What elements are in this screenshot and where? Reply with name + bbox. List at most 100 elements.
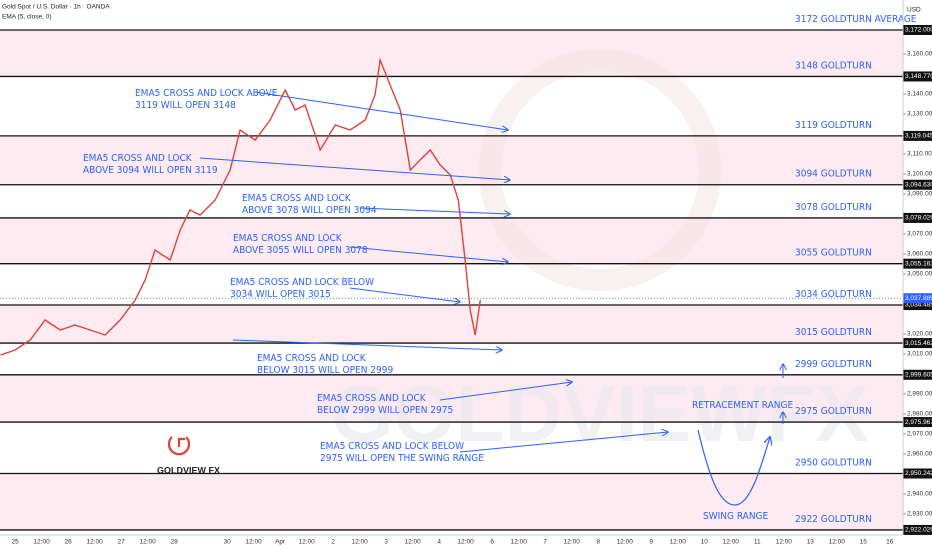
y-tick-label: 2,970.000 bbox=[907, 431, 932, 438]
x-tick-label: 12:00 bbox=[33, 539, 50, 546]
logo-text: GOLDVIEW FX bbox=[157, 465, 220, 475]
y-tick-label: 3,130.000 bbox=[907, 111, 932, 118]
x-tick-label: 25 bbox=[11, 539, 19, 546]
level-name: 3119 GOLDTURN bbox=[795, 120, 872, 131]
annotation-text: 3119 WILL OPEN 3148 bbox=[135, 100, 236, 111]
y-tick-label: 3,160.000 bbox=[907, 51, 932, 58]
annotation-arrow bbox=[359, 207, 510, 214]
annotation-text: EMA5 CROSS AND LOCK bbox=[233, 233, 343, 244]
price-line bbox=[0, 57, 481, 356]
last-price-label: 3,037.885 bbox=[905, 295, 932, 302]
x-tick-label: 12:00 bbox=[723, 539, 740, 546]
level-box-label: 3,148.770 bbox=[905, 73, 932, 80]
x-tick-label: 12:00 bbox=[511, 539, 528, 546]
x-tick-label: 7 bbox=[543, 539, 547, 546]
x-tick-label: 30 bbox=[224, 539, 232, 546]
x-tick-label: 8 bbox=[596, 539, 600, 546]
x-tick-label: 28 bbox=[171, 539, 179, 546]
watermark-logo bbox=[479, 49, 721, 291]
x-tick-label: 3 bbox=[384, 539, 388, 546]
level-box-label: 2,975.967 bbox=[905, 419, 932, 426]
level-box-label: 3,034.485 bbox=[905, 302, 932, 309]
x-tick-label: 12:00 bbox=[564, 539, 581, 546]
y-tick-label: 2,990.000 bbox=[907, 391, 932, 398]
level-box bbox=[903, 369, 932, 380]
annotation-text: ABOVE 3055 WILL OPEN 3078 bbox=[233, 245, 368, 256]
annotation-text: EMA5 CROSS AND LOCK bbox=[317, 393, 427, 404]
watermark: GOLDVIEWFX bbox=[331, 369, 869, 458]
level-box-label: 2,922.029 bbox=[905, 527, 932, 534]
level-band bbox=[0, 473, 903, 530]
x-tick-label: 12:00 bbox=[458, 539, 475, 546]
annotation-arrow bbox=[349, 246, 508, 262]
level-name: 3034 GOLDTURN bbox=[795, 289, 872, 300]
level-box bbox=[903, 179, 932, 190]
annotation-arrow bbox=[232, 339, 502, 350]
x-tick-label: 15 bbox=[860, 539, 868, 546]
y-tick-label: 3,070.000 bbox=[907, 231, 932, 238]
level-name: 2950 GOLDTURN bbox=[795, 458, 872, 469]
x-tick-label: 12:00 bbox=[139, 539, 156, 546]
level-box-label: 3,172.000 bbox=[905, 27, 932, 34]
indicator-label: EMA (5, close, 0) bbox=[2, 14, 52, 21]
level-box bbox=[903, 300, 932, 311]
level-name: 2975 GOLDTURN bbox=[795, 406, 872, 417]
annotation-text: EMA5 CROSS AND LOCK bbox=[257, 353, 367, 364]
level-band bbox=[0, 305, 903, 344]
x-tick-label: 6 bbox=[490, 539, 494, 546]
x-tick-label: 13 bbox=[807, 539, 815, 546]
x-tick-label: 2 bbox=[331, 539, 335, 546]
y-tick-label: 3,090.000 bbox=[907, 191, 932, 198]
x-tick-label: 12:00 bbox=[776, 539, 793, 546]
currency: USD bbox=[907, 7, 921, 14]
level-box bbox=[903, 468, 932, 479]
level-box bbox=[903, 212, 932, 223]
x-tick-label: 26 bbox=[64, 539, 72, 546]
y-tick-label: 2,940.000 bbox=[907, 491, 932, 498]
level-name: 3015 GOLDTURN bbox=[795, 327, 872, 338]
level-box-label: 2,999.605 bbox=[905, 372, 932, 379]
x-tick-label: 12:00 bbox=[670, 539, 687, 546]
level-box-label: 3,078.029 bbox=[905, 215, 932, 222]
y-tick-label: 2,980.000 bbox=[907, 411, 932, 418]
x-tick-label: 12:00 bbox=[829, 539, 846, 546]
annotation-text: EMA5 CROSS AND LOCK bbox=[242, 193, 352, 204]
y-tick-label: 2,960.000 bbox=[907, 451, 932, 458]
annotation-arrow bbox=[199, 157, 510, 180]
y-tick-label: 3,110.000 bbox=[907, 151, 932, 158]
level-box bbox=[903, 338, 932, 349]
x-tick-label: 12:00 bbox=[246, 539, 263, 546]
y-tick-label: 3,140.000 bbox=[907, 91, 932, 98]
level-name: 3172 GOLDTURN AVERAGE bbox=[795, 14, 917, 25]
level-box-label: 3,119.045 bbox=[905, 133, 932, 140]
annotation-arrow bbox=[459, 432, 668, 453]
last-price-box bbox=[903, 293, 932, 304]
x-tick-label: Apr bbox=[275, 539, 286, 546]
x-tick-label: 11 bbox=[754, 539, 761, 546]
level-box bbox=[903, 130, 932, 141]
swing-label: SWING RANGE bbox=[703, 511, 769, 522]
level-name: 3055 GOLDTURN bbox=[795, 248, 872, 259]
x-tick-label: 4 bbox=[437, 539, 441, 546]
y-tick-label: 3,100.000 bbox=[907, 171, 932, 178]
y-tick-label: 3,060.000 bbox=[907, 251, 932, 258]
swing-curve bbox=[697, 429, 770, 506]
level-box-label: 3,015.462 bbox=[905, 340, 932, 347]
y-tick-label: 3,010.000 bbox=[907, 351, 932, 358]
x-tick-label: 9 bbox=[649, 539, 653, 546]
annotation-arrow bbox=[254, 91, 508, 130]
x-tick-label: 12:00 bbox=[299, 539, 316, 546]
annotation-text: EMA5 CROSS AND LOCK BELOW bbox=[230, 277, 374, 288]
level-box bbox=[903, 25, 932, 35]
x-tick-label: 27 bbox=[118, 539, 126, 546]
annotation-arrow bbox=[439, 382, 572, 401]
level-box bbox=[903, 258, 932, 269]
annotation-text: BELOW 3015 WILL OPEN 2999 bbox=[257, 365, 393, 376]
retracement-label: RETRACEMENT RANGE bbox=[692, 400, 793, 411]
level-box-label: 3,055.163 bbox=[905, 260, 932, 267]
level-name: 3094 GOLDTURN bbox=[795, 169, 872, 180]
annotation-text: EMA5 CROSS AND LOCK BELOW bbox=[320, 441, 464, 452]
x-tick-label: 10 bbox=[701, 539, 709, 546]
annotation-arrow bbox=[349, 287, 460, 302]
